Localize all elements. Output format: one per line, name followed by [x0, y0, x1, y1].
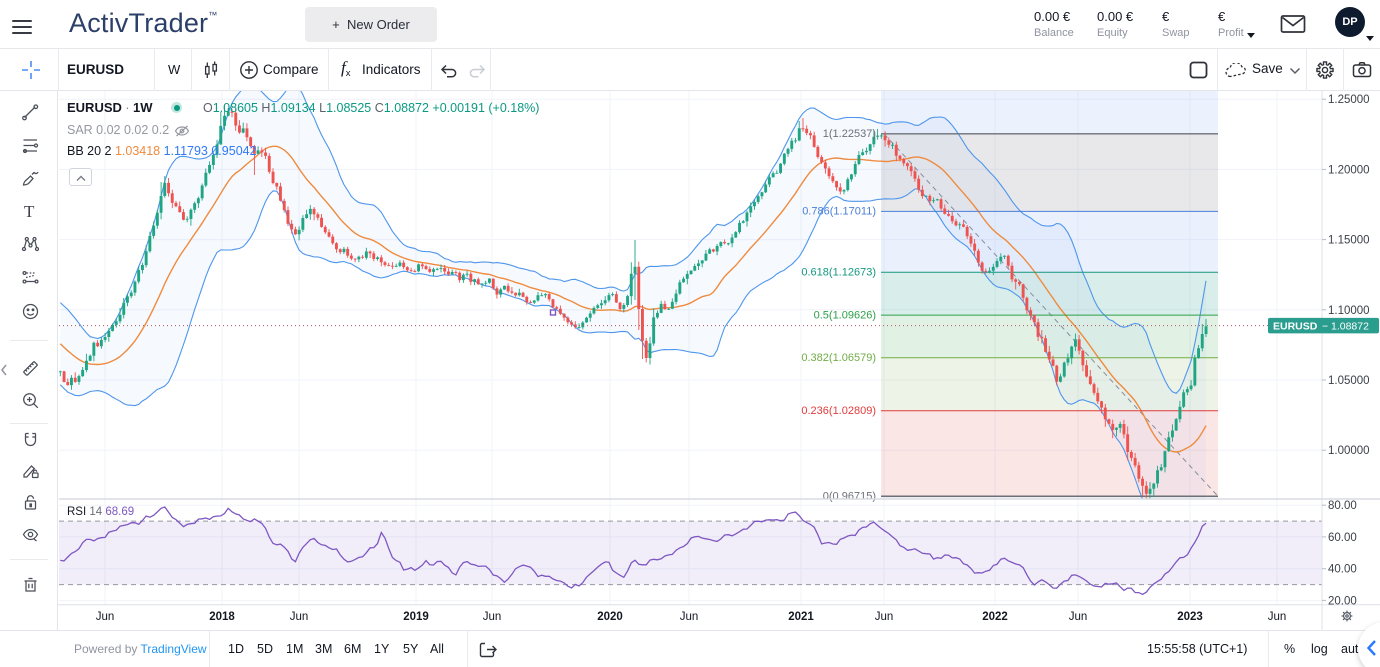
svg-text:2018: 2018 [209, 611, 235, 623]
svg-text:Jun: Jun [96, 611, 115, 623]
svg-text:1.15000: 1.15000 [1328, 235, 1370, 247]
svg-text:2022: 2022 [982, 611, 1008, 623]
svg-text:0.618(1.12673): 0.618(1.12673) [801, 267, 876, 279]
svg-text:Jun: Jun [875, 611, 894, 623]
svg-text:Jun: Jun [483, 611, 502, 623]
svg-text:40.00: 40.00 [1328, 564, 1357, 576]
svg-text:1.08872: 1.08872 [1331, 320, 1369, 332]
svg-text:2019: 2019 [403, 611, 429, 623]
svg-text:1.20000: 1.20000 [1328, 164, 1370, 176]
svg-text:0.382(1.06579): 0.382(1.06579) [801, 352, 876, 364]
svg-text:80.00: 80.00 [1328, 500, 1357, 512]
svg-text:1.05000: 1.05000 [1328, 375, 1370, 387]
svg-text:1(1.22537): 1(1.22537) [823, 128, 876, 140]
svg-text:0.5(1.09626): 0.5(1.09626) [814, 309, 876, 321]
svg-text:0.786(1.17011): 0.786(1.17011) [802, 206, 876, 218]
svg-text:Jun: Jun [680, 611, 699, 623]
svg-text:Jun: Jun [1069, 611, 1088, 623]
svg-text:0.236(1.02809): 0.236(1.02809) [801, 405, 876, 417]
svg-text:1.10000: 1.10000 [1328, 305, 1370, 317]
svg-text:EURUSD: EURUSD [1273, 320, 1318, 332]
svg-text:2021: 2021 [788, 611, 814, 623]
svg-text:Jun: Jun [290, 611, 309, 623]
svg-text:1.25000: 1.25000 [1328, 94, 1370, 106]
svg-text:Jun: Jun [1268, 611, 1287, 623]
svg-text:1.00000: 1.00000 [1328, 445, 1370, 457]
svg-text:2023: 2023 [1177, 611, 1203, 623]
svg-text:−: − [1322, 320, 1328, 332]
svg-text:2020: 2020 [597, 611, 623, 623]
svg-text:0(0.96715): 0(0.96715) [823, 491, 876, 503]
svg-text:60.00: 60.00 [1328, 532, 1357, 544]
svg-text:20.00: 20.00 [1328, 596, 1357, 608]
